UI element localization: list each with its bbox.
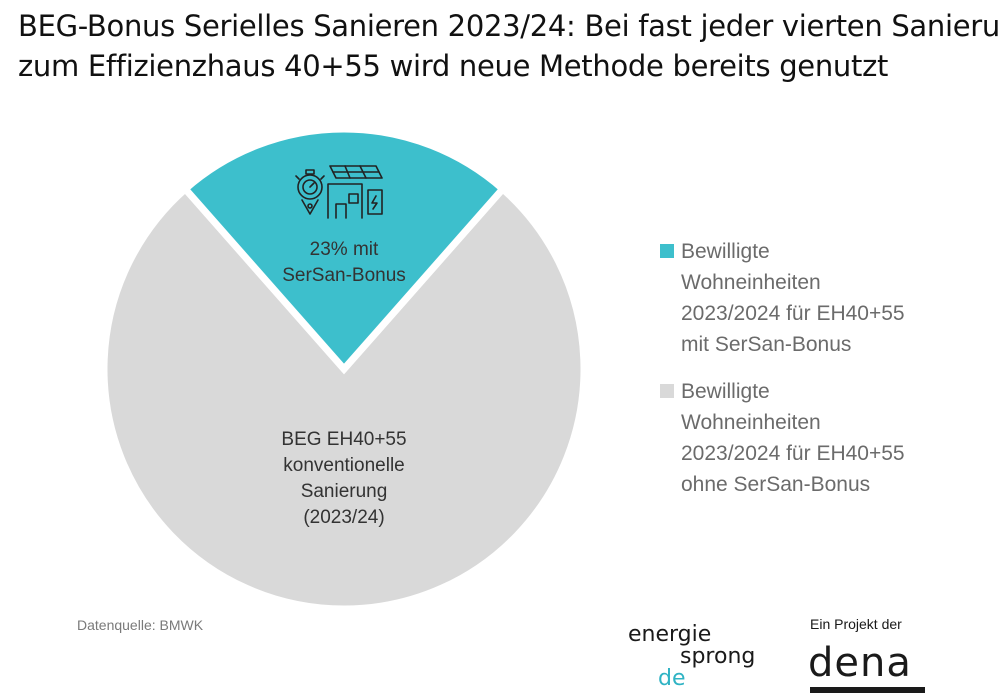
energiesprong-logo-line-1: energie: [628, 622, 712, 647]
chart-title: BEG-Bonus Serielles Sanieren 2023/24: Be…: [18, 6, 1001, 86]
chart-title-line-1: BEG-Bonus Serielles Sanieren 2023/24: Be…: [18, 9, 1001, 43]
pie-label-conventional-line-2: konventionelle: [283, 455, 404, 476]
legend-label-sersan: Bewilligte Wohneinheiten 2023/2024 für E…: [681, 240, 905, 356]
serial-renovation-icon: [295, 165, 383, 219]
pie-slice-sersan: [180, 125, 508, 375]
legend: Bewilligte Wohneinheiten 2023/2024 für E…: [660, 236, 960, 516]
pie-label-sersan-line-1: 23% mit: [310, 239, 379, 260]
pie-label-sersan: 23% mit SerSan-Bonus: [282, 239, 406, 286]
data-source: Datenquelle: BMWK: [77, 617, 204, 633]
pie-label-conventional-line-3: Sanierung: [301, 481, 388, 502]
pie-label-sersan-line-2: SerSan-Bonus: [282, 265, 406, 286]
dena-logo-underline: [810, 687, 925, 693]
legend-swatch-sersan: [660, 244, 674, 258]
legend-label-conventional: Bewilligte Wohneinheiten 2023/2024 für E…: [681, 380, 905, 496]
pie-label-conventional: BEG EH40+55 konventionelle Sanierung (2023/…: [281, 429, 406, 528]
pie-label-conventional-line-1: BEG EH40+55: [281, 429, 406, 450]
legend-swatch-conventional: [660, 384, 674, 398]
legend-item-conventional: Bewilligte Wohneinheiten 2023/2024 für E…: [660, 376, 960, 500]
energiesprong-logo: energie sprong de: [628, 624, 755, 690]
energiesprong-logo-line-2: sprong: [680, 644, 756, 669]
pie-label-conventional-line-4: (2023/24): [303, 507, 384, 528]
dena-logo: dena: [808, 640, 912, 686]
legend-item-sersan: Bewilligte Wohneinheiten 2023/2024 für E…: [660, 236, 960, 360]
dena-caption: Ein Projekt der: [810, 616, 902, 632]
energiesprong-logo-line-3: de: [658, 666, 686, 691]
chart-title-line-2: zum Effizienzhaus 40+55 wird neue Method…: [18, 49, 889, 83]
pie-slice-conventional: [100, 184, 588, 613]
